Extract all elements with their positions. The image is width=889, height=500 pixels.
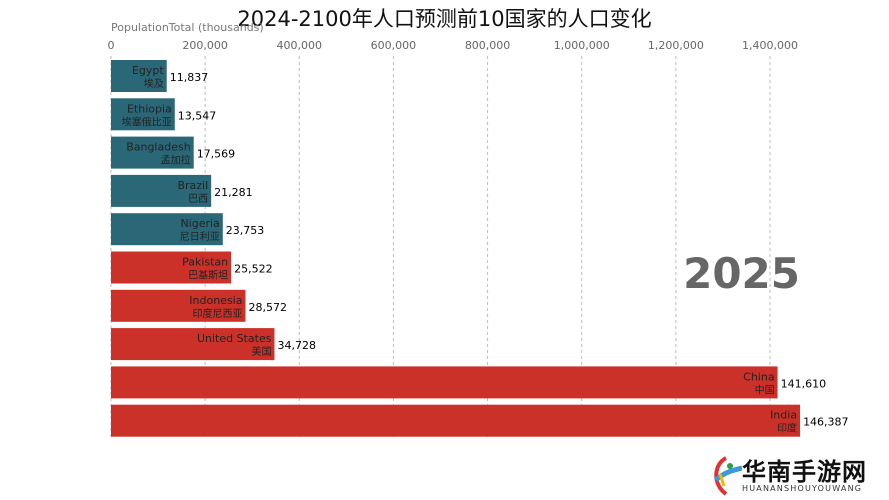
x-tick-label: 200,000 [182, 39, 228, 52]
bar-label-en: Egypt [132, 64, 164, 77]
x-axis-label: PopulationTotal (thousands) [111, 21, 264, 34]
bar-label-en: Brazil [177, 179, 208, 192]
x-tick-label: 1,400,000 [742, 39, 798, 52]
bar-label-en: Indonesia [189, 294, 242, 307]
data-label: 25,522 [234, 263, 272, 276]
bar-label-en: Pakistan [182, 256, 228, 269]
watermark-logo: 华南手游网 HUANANSHOUYOUWANG [712, 452, 887, 498]
x-tick-label: 0 [108, 39, 115, 52]
data-label: 13,547 [178, 109, 217, 122]
bar [111, 251, 232, 284]
bar-label-zh: 巴西 [188, 193, 208, 205]
bar [111, 60, 167, 92]
data-label: 23,753 [226, 224, 265, 237]
x-tick-label: 400,000 [277, 39, 323, 52]
bar-label-zh: 孟加拉 [161, 154, 191, 167]
bar-label-zh: 巴基斯坦 [188, 269, 228, 282]
bar-label-zh: 尼日利亚 [180, 231, 220, 243]
bar-label-zh: 埃塞俄比亚 [122, 115, 172, 128]
data-label: 34,728 [277, 339, 316, 352]
watermark-text: 华南手游网 [742, 458, 867, 486]
logo-icon [714, 456, 742, 496]
x-tick-label: 600,000 [371, 39, 417, 52]
bar-label-en: Bangladesh [126, 141, 191, 154]
watermark-subtext: HUANANSHOUYOUWANG [742, 484, 863, 493]
bar-label-zh: 印度 [777, 422, 797, 435]
bar [111, 174, 212, 207]
bar-label-en: Ethiopia [127, 102, 172, 115]
data-label: 28,572 [248, 301, 287, 314]
x-tick-label: 1,000,000 [554, 39, 610, 52]
chart-title: 2024-2100年人口预测前10国家的人口变化 [237, 7, 652, 31]
data-label: 21,281 [214, 186, 253, 199]
data-label: 11,837 [170, 71, 209, 84]
bar [111, 289, 246, 322]
bar-label-en: China [743, 370, 774, 383]
bar-label-en: United States [197, 332, 272, 345]
bar [111, 98, 175, 131]
bar-label-zh: 中国 [755, 383, 775, 396]
data-label: 146,387 [803, 416, 849, 429]
year-label: 2025 [683, 249, 800, 298]
bar-label-zh: 印度尼西亚 [192, 307, 242, 320]
bar-label-zh: 美国 [251, 345, 271, 358]
bar-label-en: India [770, 409, 797, 422]
bar [111, 404, 801, 437]
bar [111, 136, 194, 169]
bar [111, 366, 778, 399]
bar-label-en: Nigeria [180, 217, 219, 230]
data-label: 17,569 [197, 148, 236, 161]
data-label: 141,610 [781, 377, 827, 390]
bar [111, 213, 223, 246]
x-tick-label: 800,000 [465, 39, 511, 52]
bar [111, 328, 275, 361]
bar-label-zh: 埃及 [144, 77, 164, 90]
x-tick-label: 1,200,000 [648, 39, 704, 52]
